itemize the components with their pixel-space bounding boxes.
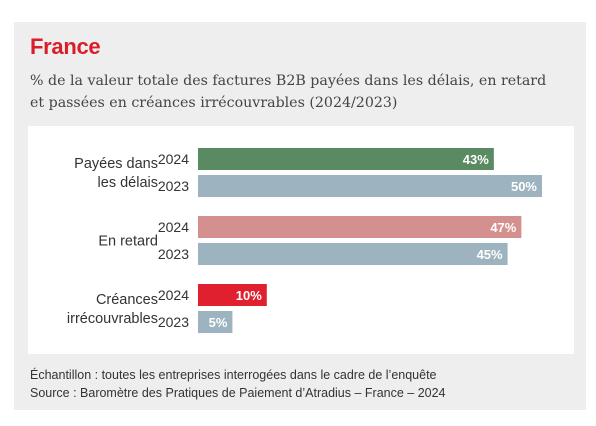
year-label: 2023 (158, 246, 189, 262)
bar-2024 (198, 284, 267, 306)
year-label: 2024 (158, 287, 189, 303)
chart-title: France (30, 34, 101, 59)
bar-2024 (198, 148, 494, 170)
data-label: 43% (463, 152, 489, 167)
source-note: Source : Baromètre des Pratiques de Paie… (30, 386, 446, 400)
plot-area: Payées dans les délais 2024 43% 2023 50% En re… (28, 126, 574, 354)
data-label: 47% (490, 220, 516, 235)
sample-note: Échantillon : toutes les entreprises int… (30, 368, 437, 382)
bar-2023 (198, 243, 508, 265)
year-label: 2023 (158, 178, 189, 194)
category-label: les délais (98, 175, 158, 191)
category-label: Payées dans (74, 156, 158, 172)
bar-2023 (198, 175, 542, 197)
chart-notes: Échantillon : toutes les entreprises int… (30, 366, 446, 402)
chart-subtitle: % de la valeur totale des factures B2B p… (30, 73, 547, 111)
data-label: 50% (511, 179, 537, 194)
data-label: 10% (236, 288, 262, 303)
category-label: irrécouvrables (67, 311, 158, 327)
year-label: 2024 (158, 151, 189, 167)
category-label: Créances (96, 292, 158, 308)
year-label: 2023 (158, 314, 189, 330)
bar-2024 (198, 216, 522, 238)
data-label: 5% (209, 315, 228, 330)
data-label: 45% (477, 247, 503, 262)
chart-card: France % de la valeur totale des facture… (14, 22, 586, 410)
category-label: En retard (98, 234, 158, 250)
year-label: 2024 (158, 219, 189, 235)
bar-2023 (198, 311, 233, 333)
